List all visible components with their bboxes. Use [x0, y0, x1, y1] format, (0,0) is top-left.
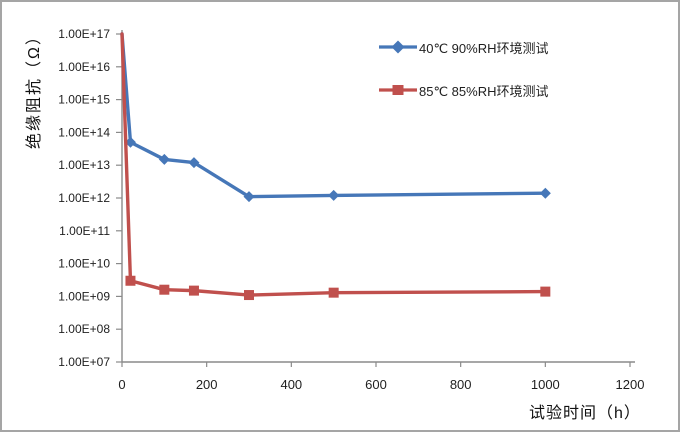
x-tick-label: 1000: [531, 377, 560, 392]
diamond-marker-icon: [379, 40, 417, 54]
y-tick-label: 1.00E+09: [58, 289, 110, 303]
y-tick-label: 1.00E+11: [59, 224, 110, 238]
data-point-marker: [328, 287, 339, 298]
y-tick-label: 1.00E+14: [58, 125, 110, 139]
y-tick-label: 1.00E+17: [58, 27, 110, 41]
legend-item-series1: 40℃ 90%RH环境测试: [379, 34, 548, 60]
x-tick-label: 400: [280, 377, 302, 392]
data-point-marker: [539, 187, 551, 199]
y-tick-label: 1.00E+12: [58, 191, 110, 205]
legend: 40℃ 90%RH环境测试 85℃ 85%RH环境测试: [379, 34, 548, 103]
y-tick-label: 1.00E+13: [58, 158, 110, 172]
square-marker-icon: [379, 85, 417, 95]
x-tick-label: 1200: [616, 377, 645, 392]
data-point-marker: [158, 153, 170, 165]
y-tick-label: 1.00E+08: [58, 322, 110, 336]
x-tick-label: 600: [365, 377, 387, 392]
y-tick-label: 1.00E+10: [58, 257, 110, 271]
data-point-marker: [188, 285, 199, 296]
data-point-marker: [188, 157, 200, 169]
data-point-marker: [159, 284, 170, 295]
y-axis-title: 绝缘阻抗（Ω）: [26, 27, 43, 149]
y-tick-label: 1.00E+07: [58, 355, 110, 369]
data-point-marker: [243, 191, 255, 203]
data-point-marker: [124, 136, 136, 148]
y-tick-label: 1.00E+16: [58, 60, 110, 74]
x-tick-label: 800: [450, 377, 472, 392]
y-tick-label: 1.00E+15: [58, 93, 110, 107]
data-point-marker: [125, 275, 136, 286]
x-tick-label: 200: [196, 377, 218, 392]
legend-item-series2: 85℃ 85%RH环境测试: [379, 77, 548, 103]
x-axis-title: 试验时间（h）: [529, 405, 641, 422]
x-tick-label: 0: [118, 377, 125, 392]
legend-label-series2: 85℃ 85%RH环境测试: [419, 83, 549, 99]
data-point-marker: [244, 290, 254, 301]
data-point-marker: [328, 189, 340, 201]
data-point-marker: [540, 286, 551, 297]
legend-label-series1: 40℃ 90%RH环境测试: [419, 40, 549, 56]
